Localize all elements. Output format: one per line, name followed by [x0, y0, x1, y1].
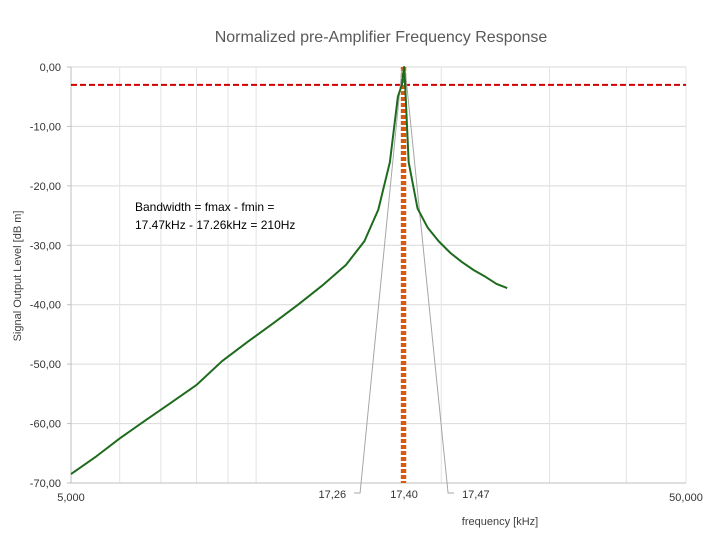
callout-leader — [404, 68, 455, 494]
y-tick-label: -70,00 — [30, 478, 61, 490]
callout-label: 17,40 — [390, 489, 418, 501]
x-tick-label: 5,000 — [57, 492, 85, 504]
chart-title: Normalized pre-Amplifier Frequency Respo… — [215, 29, 548, 46]
y-axis-title: Signal Output Level [dB m] — [12, 211, 24, 342]
y-tick-label: -30,00 — [30, 240, 61, 252]
axis-layer — [67, 66, 686, 484]
x-axis-title: frequency [kHz] — [462, 516, 538, 528]
y-tick-label: 0,00 — [40, 62, 61, 74]
y-tick-label: -10,00 — [30, 121, 61, 133]
callout-label: 17,47 — [462, 489, 490, 501]
x-tick-label: 50,000 — [669, 492, 703, 504]
callout-label: 17,26 — [319, 489, 347, 501]
callout-leader — [354, 68, 403, 494]
grid-layer — [70, 66, 687, 483]
response-series-line — [70, 66, 508, 475]
annotation-line-1: Bandwidth = fmax - fmin = — [135, 200, 274, 214]
y-tick-label: -60,00 — [30, 419, 61, 431]
reference-lines — [71, 67, 686, 483]
y-tick-label: -40,00 — [30, 300, 61, 312]
y-tick-label: -50,00 — [30, 359, 61, 371]
annotation-line-2: 17.47kHz - 17.26kHz = 210Hz — [135, 218, 295, 232]
tick-labels: 0,00 -10,00 -20,00 -30,00 -40,00 -50,00 -60,00… — [30, 62, 703, 504]
series-layer — [70, 66, 508, 475]
y-tick-label: -20,00 — [30, 181, 61, 193]
